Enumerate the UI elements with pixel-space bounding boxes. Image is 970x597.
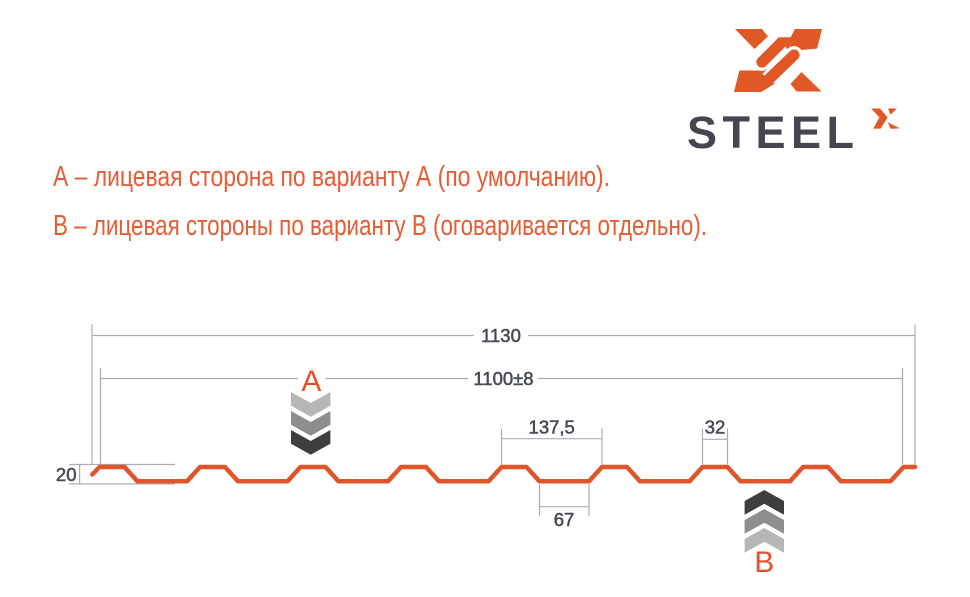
svg-text:137,5: 137,5: [529, 417, 575, 438]
svg-text:В: В: [754, 546, 774, 579]
svg-text:32: 32: [705, 417, 726, 438]
svg-text:А: А: [301, 365, 321, 398]
svg-text:STEEL: STEEL: [687, 107, 860, 158]
svg-text:1130: 1130: [481, 325, 521, 346]
svg-text:1100±8: 1100±8: [473, 368, 533, 389]
svg-text:20: 20: [56, 464, 77, 485]
svg-text:А – лицевая сторона по вариант: А – лицевая сторона по варианту А (по ум…: [53, 161, 610, 193]
svg-text:В – лицевая стороны по вариант: В – лицевая стороны по варианту В (огова…: [53, 210, 707, 242]
svg-text:67: 67: [554, 509, 575, 530]
